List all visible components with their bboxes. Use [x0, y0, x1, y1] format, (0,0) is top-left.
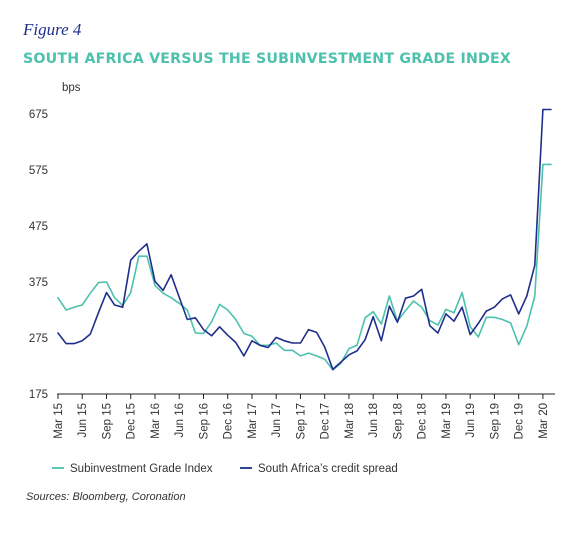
x-tick-label: Dec 18: [417, 403, 429, 439]
y-tick-label: 475: [29, 221, 48, 233]
y-tick-label: 675: [29, 109, 48, 121]
x-tick-label: Mar 18: [344, 403, 356, 439]
series-line-south-africa-credit-spread: [57, 108, 552, 371]
x-tick-label: Dec 16: [223, 403, 235, 439]
x-tick-label: Jun 19: [465, 403, 477, 438]
x-tick-label: Dec 15: [126, 403, 138, 439]
x-tick-label: Mar 20: [538, 403, 550, 439]
chart-title: SOUTH AFRICA VERSUS THE SUBINVESTMENT GR…: [23, 51, 512, 67]
series-line-subinvestment-grade-index: [57, 163, 552, 371]
sources-note: Sources: Bloomberg, Coronation: [26, 491, 186, 503]
x-tick-label: Jun 16: [174, 403, 186, 438]
x-tick-label: Jun 18: [368, 403, 380, 438]
y-tick-label: 175: [29, 389, 48, 401]
x-tick-label: Mar 15: [53, 403, 65, 439]
x-tick-label: Sep 16: [198, 403, 210, 439]
x-tick-label: Jun 15: [77, 403, 89, 438]
legend-label: South Africa’s credit spread: [258, 463, 398, 475]
legend-label: Subinvestment Grade Index: [70, 463, 213, 475]
x-tick-label: Sep 17: [295, 403, 307, 439]
x-tick-label: Mar 19: [441, 403, 453, 439]
x-tick-label: Dec 19: [514, 403, 526, 439]
y-tick-label: 275: [29, 333, 48, 345]
x-tick-label: Sep 19: [489, 403, 501, 439]
x-tick-label: Mar 16: [150, 403, 162, 439]
x-tick-label: Mar 17: [247, 403, 259, 439]
figure-label: Figure 4: [23, 20, 82, 39]
y-tick-label: 575: [29, 165, 48, 177]
x-tick-label: Dec 17: [320, 403, 332, 439]
y-tick-label: 375: [29, 277, 48, 289]
y-axis-label: bps: [62, 82, 81, 94]
x-tick-label: Sep 15: [101, 403, 113, 439]
x-tick-label: Sep 18: [392, 403, 404, 439]
x-tick-label: Jun 17: [271, 403, 283, 438]
